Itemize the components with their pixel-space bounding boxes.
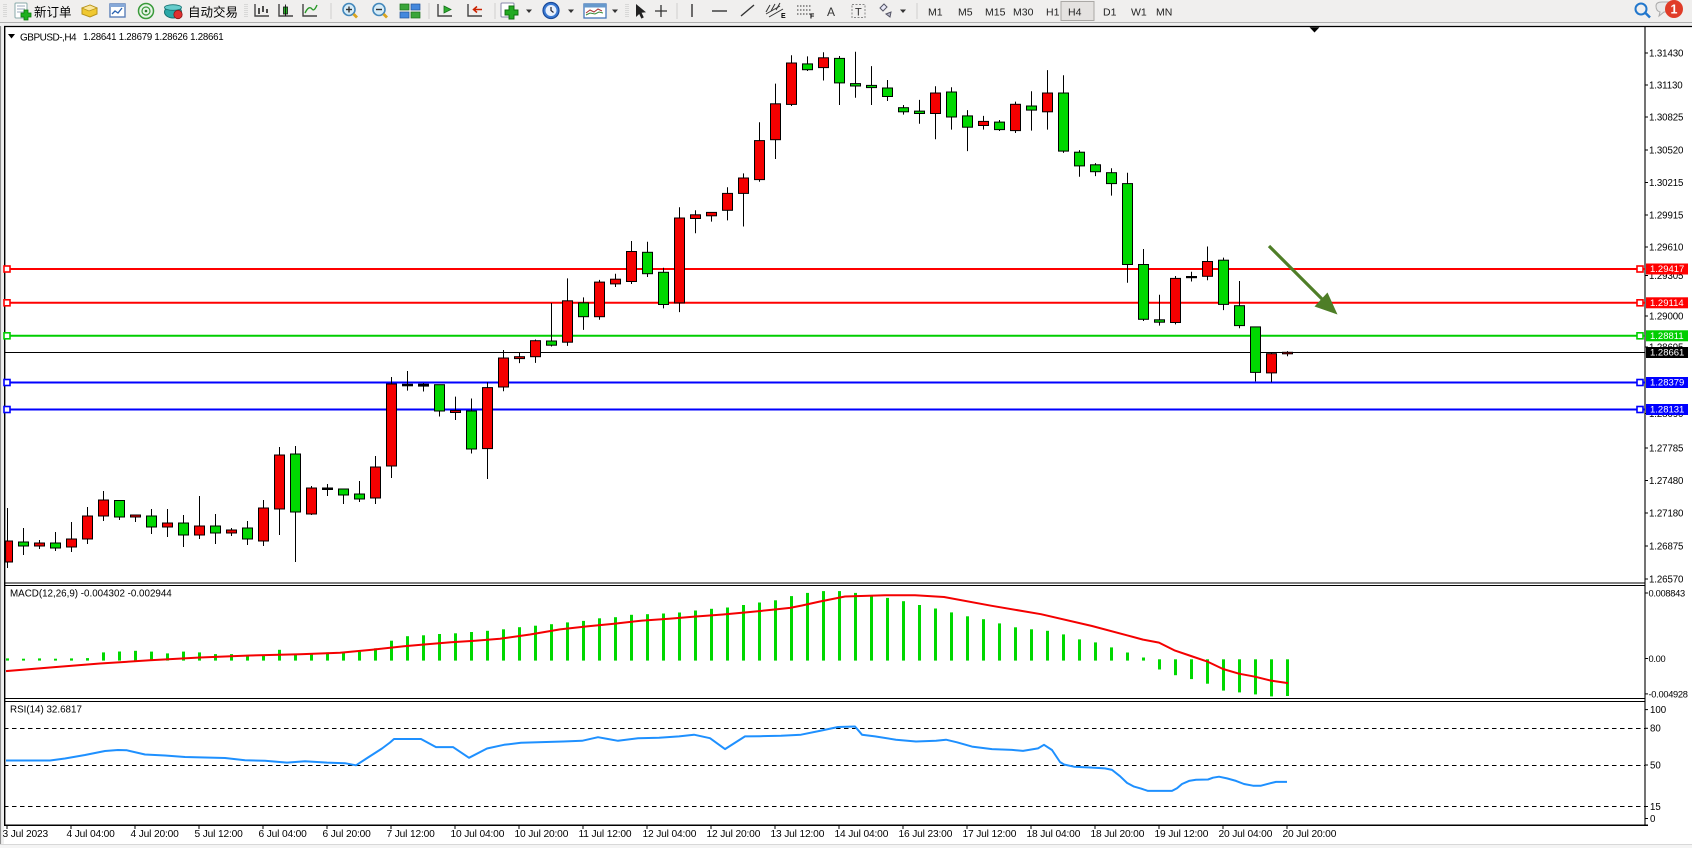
svg-text:6 Jul 20:00: 6 Jul 20:00 [323,829,372,840]
svg-text:1.30215: 1.30215 [1649,178,1683,189]
svg-text:1.28811: 1.28811 [1650,331,1684,342]
svg-text:11 Jul 12:00: 11 Jul 12:00 [579,829,632,840]
svg-text:4 Jul 04:00: 4 Jul 04:00 [67,829,116,840]
svg-text:0.00: 0.00 [1649,654,1666,664]
svg-text:A: A [827,5,835,19]
svg-text:-0.004928: -0.004928 [1649,689,1688,699]
svg-text:5 Jul 12:00: 5 Jul 12:00 [195,829,244,840]
svg-text:1.29000: 1.29000 [1649,311,1684,322]
svg-text:1.31430: 1.31430 [1649,48,1684,59]
svg-text:MACD(12,26,9) -0.004302 -0.002: MACD(12,26,9) -0.004302 -0.002944 [10,589,172,600]
svg-text:D1: D1 [1103,7,1117,19]
svg-text:1.28661: 1.28661 [1650,348,1684,359]
svg-text:MN: MN [1156,7,1172,19]
svg-text:1.30520: 1.30520 [1649,145,1684,156]
svg-text:50: 50 [1650,760,1661,771]
svg-text:1.29915: 1.29915 [1649,210,1683,221]
svg-text:M1: M1 [928,7,943,19]
svg-text:1.27480: 1.27480 [1649,476,1684,487]
svg-text:1.28131: 1.28131 [1650,405,1684,416]
svg-text:18 Jul 20:00: 18 Jul 20:00 [1091,829,1145,840]
svg-text:1.27180: 1.27180 [1649,508,1684,519]
svg-text:0.008843: 0.008843 [1649,588,1686,598]
svg-text:1.30825: 1.30825 [1649,112,1683,123]
svg-text:7 Jul 12:00: 7 Jul 12:00 [387,829,436,840]
svg-text:1.29305: 1.29305 [1649,271,1683,282]
svg-text:3 Jul 2023: 3 Jul 2023 [3,829,49,840]
svg-text:4 Jul 20:00: 4 Jul 20:00 [131,829,180,840]
svg-text:E: E [781,13,786,20]
svg-text:20 Jul 04:00: 20 Jul 04:00 [1219,829,1273,840]
svg-text:M5: M5 [958,7,973,19]
svg-text:新订单: 新订单 [34,5,72,20]
svg-text:10 Jul 04:00: 10 Jul 04:00 [451,829,505,840]
svg-text:14 Jul 04:00: 14 Jul 04:00 [835,829,889,840]
svg-text:1.29610: 1.29610 [1649,242,1684,253]
svg-text:1.26875: 1.26875 [1649,541,1683,552]
svg-text:0: 0 [1650,814,1656,825]
svg-text:GBPUSD-,H4: GBPUSD-,H4 [20,32,77,43]
svg-text:M15: M15 [985,7,1006,19]
svg-text:13 Jul 12:00: 13 Jul 12:00 [771,829,825,840]
svg-text:T: T [855,7,862,19]
svg-text:H4: H4 [1068,7,1082,19]
svg-text:1.29417: 1.29417 [1650,264,1684,275]
svg-text:12 Jul 20:00: 12 Jul 20:00 [707,829,761,840]
svg-text:1.26570: 1.26570 [1649,574,1684,585]
svg-text:1.27785: 1.27785 [1649,443,1683,454]
svg-text:10 Jul 20:00: 10 Jul 20:00 [515,829,569,840]
svg-text:F: F [810,14,815,21]
svg-text:15: 15 [1650,802,1661,813]
svg-text:1.31130: 1.31130 [1649,80,1683,91]
svg-text:1: 1 [1671,3,1678,17]
svg-text:W1: W1 [1131,7,1147,19]
svg-text:100: 100 [1650,705,1667,716]
svg-text:M30: M30 [1013,7,1034,19]
svg-text:80: 80 [1650,724,1661,735]
svg-text:RSI(14) 32.6817: RSI(14) 32.6817 [10,705,82,716]
svg-text:17 Jul 12:00: 17 Jul 12:00 [963,829,1017,840]
svg-text:20 Jul 20:00: 20 Jul 20:00 [1283,829,1337,840]
svg-text:12 Jul 04:00: 12 Jul 04:00 [643,829,697,840]
svg-text:19 Jul 12:00: 19 Jul 12:00 [1155,829,1209,840]
svg-text:H1: H1 [1046,7,1060,19]
svg-text:1.28641 1.28679 1.28626 1.2866: 1.28641 1.28679 1.28626 1.28661 [83,32,223,43]
svg-text:16 Jul 23:00: 16 Jul 23:00 [899,829,953,840]
svg-text:自动交易: 自动交易 [188,5,238,20]
svg-text:1.28379: 1.28379 [1650,378,1684,389]
svg-text:6 Jul 04:00: 6 Jul 04:00 [259,829,308,840]
svg-text:1.29114: 1.29114 [1650,298,1684,309]
svg-text:18 Jul 04:00: 18 Jul 04:00 [1027,829,1081,840]
